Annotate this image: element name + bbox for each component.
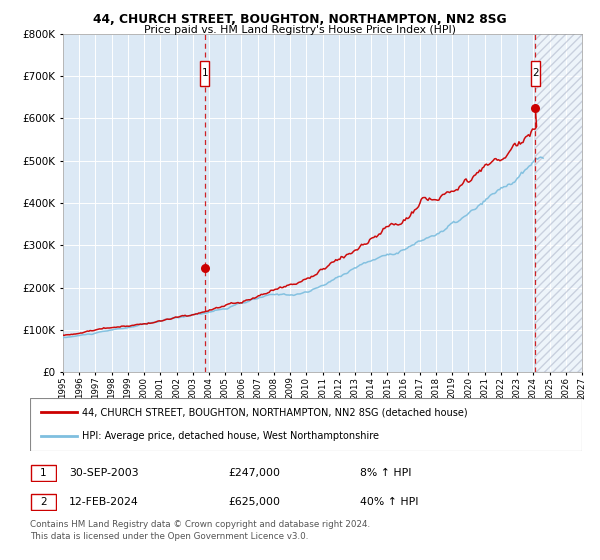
- FancyBboxPatch shape: [30, 398, 582, 451]
- Text: 12-FEB-2024: 12-FEB-2024: [69, 497, 139, 507]
- Text: 44, CHURCH STREET, BOUGHTON, NORTHAMPTON, NN2 8SG: 44, CHURCH STREET, BOUGHTON, NORTHAMPTON…: [93, 13, 507, 26]
- FancyBboxPatch shape: [31, 494, 56, 510]
- Text: 30-SEP-2003: 30-SEP-2003: [69, 468, 139, 478]
- Text: 1: 1: [202, 68, 208, 78]
- Bar: [535, 34, 598, 372]
- Text: 2: 2: [532, 68, 539, 78]
- FancyBboxPatch shape: [31, 465, 56, 481]
- Text: £625,000: £625,000: [228, 497, 280, 507]
- Text: Price paid vs. HM Land Registry's House Price Index (HPI): Price paid vs. HM Land Registry's House …: [144, 25, 456, 35]
- Text: 40% ↑ HPI: 40% ↑ HPI: [360, 497, 419, 507]
- Text: Contains HM Land Registry data © Crown copyright and database right 2024.: Contains HM Land Registry data © Crown c…: [30, 520, 370, 529]
- Text: 1: 1: [40, 468, 47, 478]
- Text: 44, CHURCH STREET, BOUGHTON, NORTHAMPTON, NN2 8SG (detached house): 44, CHURCH STREET, BOUGHTON, NORTHAMPTON…: [82, 408, 468, 418]
- Text: 2: 2: [40, 497, 47, 507]
- FancyBboxPatch shape: [200, 60, 209, 86]
- Bar: [535, 34, 598, 372]
- FancyBboxPatch shape: [531, 60, 540, 86]
- Text: HPI: Average price, detached house, West Northamptonshire: HPI: Average price, detached house, West…: [82, 431, 379, 441]
- Text: £247,000: £247,000: [228, 468, 280, 478]
- Text: 8% ↑ HPI: 8% ↑ HPI: [360, 468, 412, 478]
- Text: This data is licensed under the Open Government Licence v3.0.: This data is licensed under the Open Gov…: [30, 532, 308, 541]
